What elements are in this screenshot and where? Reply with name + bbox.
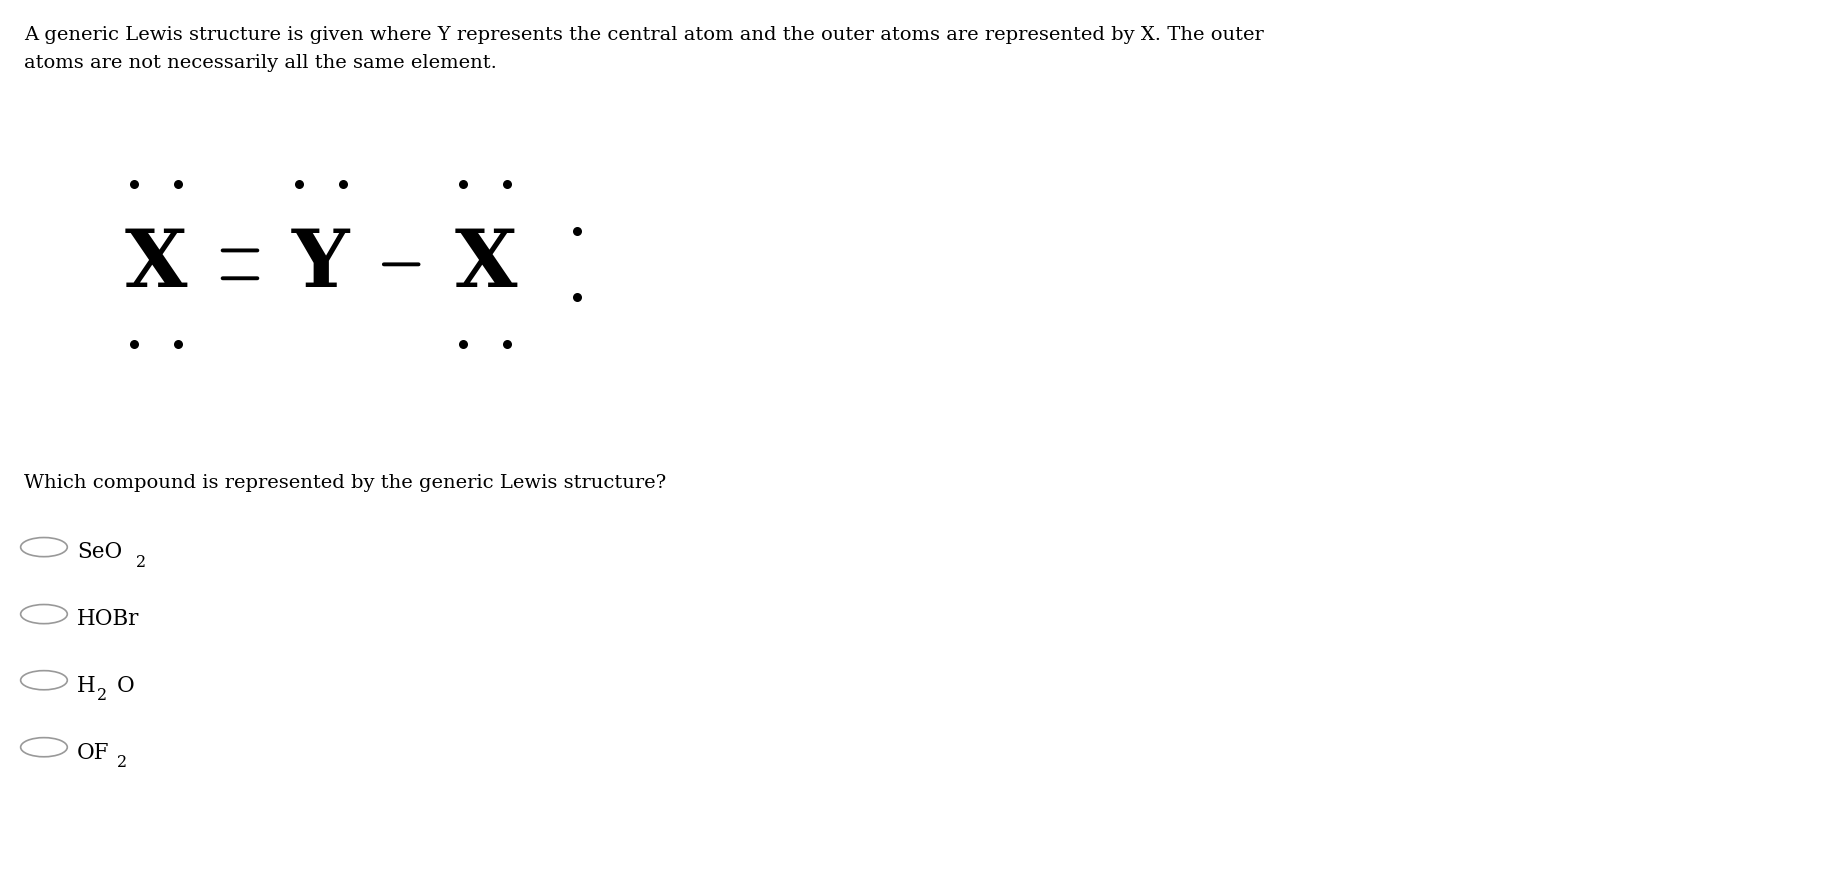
Text: 2: 2 [136, 554, 147, 571]
Text: A generic Lewis structure is given where Y represents the central atom and the o: A generic Lewis structure is given where… [24, 26, 1264, 44]
Text: X: X [454, 226, 517, 304]
Text: SeO: SeO [77, 541, 123, 563]
Text: 2: 2 [97, 687, 106, 704]
Text: Which compound is represented by the generic Lewis structure?: Which compound is represented by the gen… [24, 474, 667, 492]
Text: O: O [117, 673, 136, 696]
Text: HOBr: HOBr [77, 607, 139, 630]
Text: X: X [125, 226, 187, 304]
Text: OF: OF [77, 740, 110, 763]
Text: H: H [77, 673, 95, 696]
Text: 2: 2 [117, 753, 126, 771]
Text: Y: Y [291, 226, 350, 304]
Text: atoms are not necessarily all the same element.: atoms are not necessarily all the same e… [24, 54, 496, 72]
